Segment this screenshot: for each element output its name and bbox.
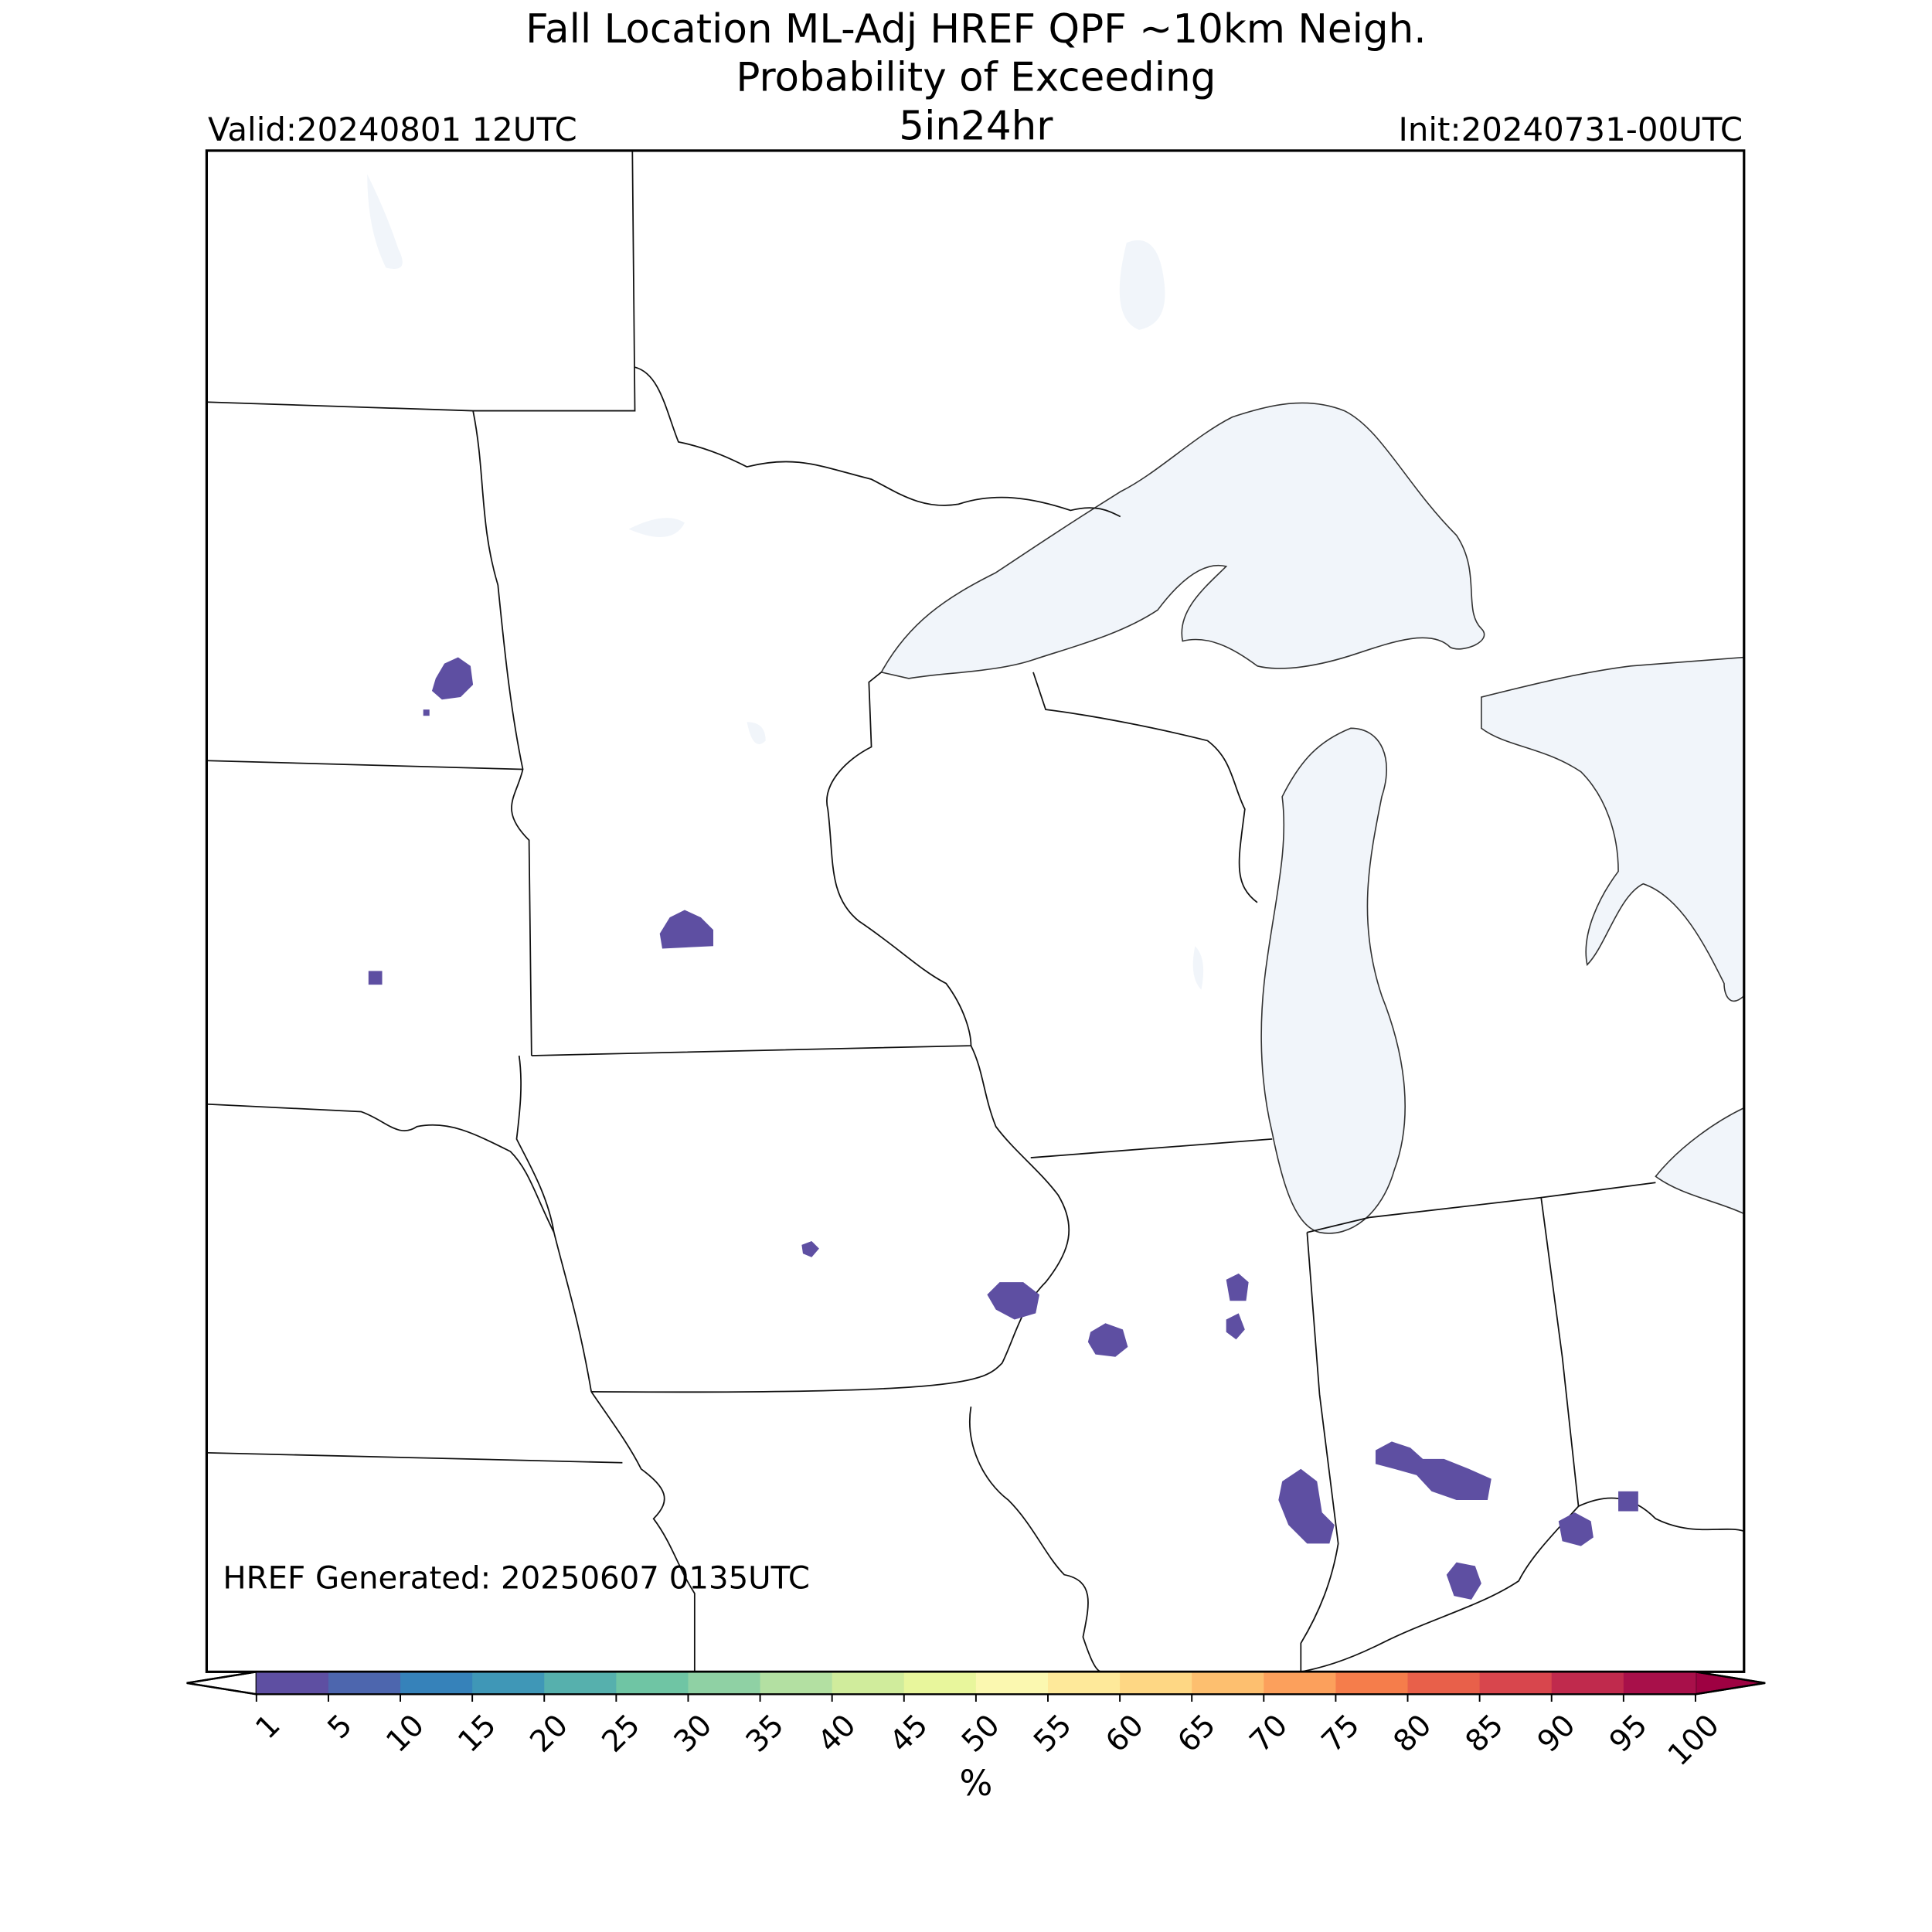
colorbar-tick-label: 45	[883, 1708, 935, 1760]
colorbar-segment	[1623, 1672, 1696, 1695]
colorbar: 1 5 10 15 20 25 30 35 40 45 50 55 60 65 70 75 80 85 90 95 10…	[186, 1670, 1766, 1804]
valid-time: Valid:20240801 12UTC	[208, 111, 577, 148]
probability-area	[987, 1282, 1040, 1320]
colorbar-segment	[1407, 1672, 1481, 1695]
probability-area	[659, 910, 714, 949]
colorbar-tick-label: 35	[740, 1708, 791, 1760]
colorbar-over	[1694, 1670, 1766, 1696]
colorbar-tick-label: 90	[1531, 1708, 1583, 1760]
probability-area	[423, 709, 430, 716]
colorbar-segment	[544, 1672, 617, 1695]
probability-area	[1226, 1273, 1249, 1301]
colorbar-tick-label: 5	[321, 1708, 359, 1746]
colorbar-segment	[688, 1672, 761, 1695]
title-line: Probability of Exceeding	[736, 55, 1216, 101]
lake-michigan	[1260, 727, 1406, 1234]
colorbar-segment	[1479, 1672, 1553, 1695]
probability-area	[801, 1240, 819, 1257]
probability-area	[1558, 1512, 1594, 1546]
colorbar-segment	[1551, 1672, 1624, 1695]
probability-area	[1375, 1441, 1492, 1501]
probability-area	[1087, 1323, 1128, 1357]
colorbar-tick-label: 65	[1171, 1708, 1223, 1760]
probability-area	[368, 971, 383, 985]
lake-superior	[880, 402, 1485, 679]
probability-area	[1446, 1562, 1481, 1600]
colorbar-tick-label: 30	[668, 1708, 719, 1760]
colorbar-segment	[832, 1672, 905, 1695]
colorbar-segment	[472, 1672, 546, 1695]
colorbar-segment	[1335, 1672, 1409, 1695]
colorbar-segment	[616, 1672, 689, 1695]
title-line: Fall Location ML-Adj HREF QPF ~10km Neig…	[526, 6, 1427, 53]
colorbar-tick-label: 55	[1027, 1708, 1079, 1760]
probability-area	[1278, 1468, 1335, 1544]
lake-erie	[1655, 1107, 1744, 1215]
colorbar-tick-label: 25	[596, 1708, 648, 1760]
colorbar-tick-label: 70	[1243, 1708, 1294, 1760]
colorbar-tick-label: 80	[1387, 1708, 1439, 1760]
probability-area	[1226, 1313, 1245, 1340]
colorbar-tick-label: 50	[955, 1708, 1007, 1760]
colorbar-tick-label: 1	[249, 1708, 287, 1746]
map-frame	[205, 149, 1746, 1673]
colorbar-tick-label: 15	[451, 1708, 503, 1760]
colorbar-segment	[903, 1672, 977, 1695]
colorbar-tick-label: 20	[523, 1708, 575, 1760]
lake-huron	[1481, 656, 1744, 1002]
generated-note: HREF Generated: 20250607 0135UTC	[223, 1560, 810, 1596]
colorbar-label: %	[959, 1763, 992, 1804]
colorbar-tick-label: 60	[1099, 1708, 1151, 1760]
colorbar-tick-label: 10	[379, 1708, 431, 1760]
subtitle: 5in24hr	[899, 103, 1053, 149]
colorbar-under	[186, 1670, 258, 1696]
probability-area	[1618, 1491, 1638, 1512]
colorbar-segment	[256, 1672, 329, 1695]
colorbar-tick-label: 100	[1662, 1708, 1726, 1773]
probability-area	[431, 657, 474, 700]
colorbar-segment	[1047, 1672, 1121, 1695]
colorbar-segment	[975, 1672, 1049, 1695]
init-time: Init:20240731-00UTC	[1399, 111, 1743, 148]
colorbar-segment	[760, 1672, 833, 1695]
colorbar-tick-label: 85	[1459, 1708, 1511, 1760]
colorbar-segment	[1192, 1672, 1265, 1695]
colorbar-tick-label: 95	[1603, 1708, 1655, 1760]
colorbar-tick-label: 40	[811, 1708, 863, 1760]
colorbar-segment	[1264, 1672, 1337, 1695]
map	[206, 150, 1744, 1672]
colorbar-segment	[400, 1672, 473, 1695]
colorbar-segment	[328, 1672, 401, 1695]
colorbar-tick-label: 75	[1315, 1708, 1367, 1760]
colorbar-segment	[1120, 1672, 1193, 1695]
